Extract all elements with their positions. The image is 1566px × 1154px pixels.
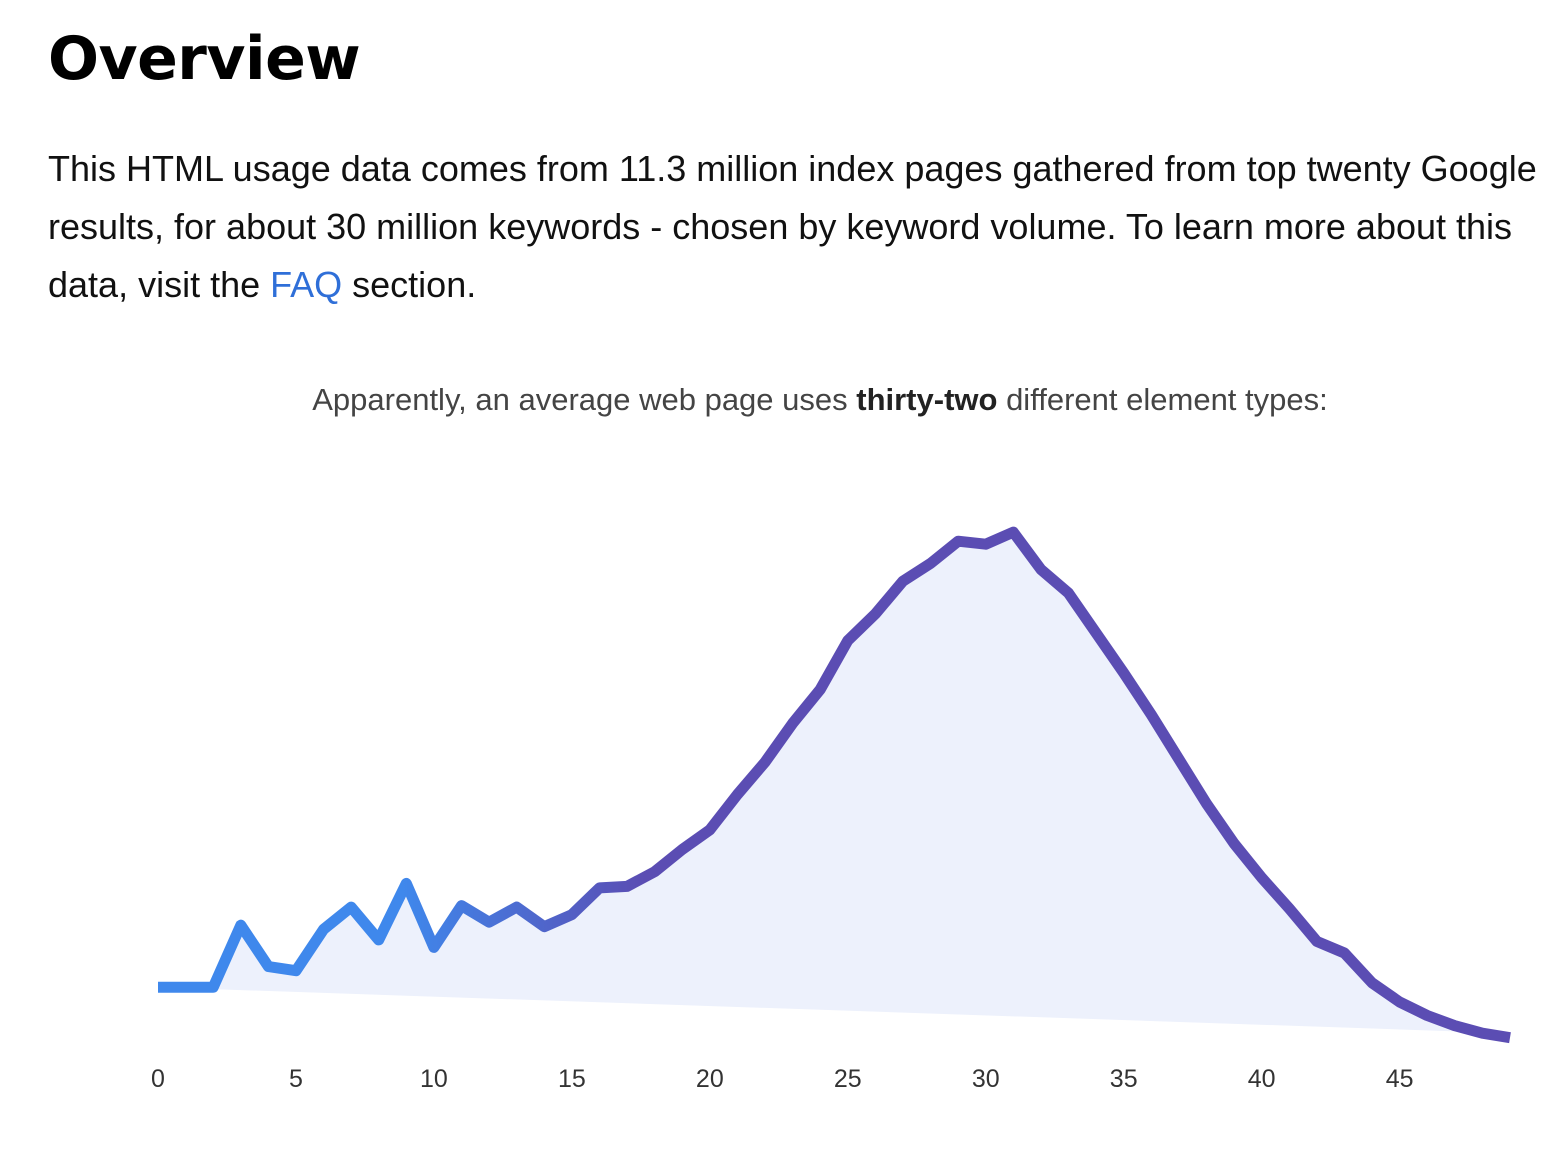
intro-text-end: section. bbox=[342, 264, 477, 305]
page-title: Overview bbox=[48, 24, 361, 94]
x-tick-label: 10 bbox=[420, 1065, 448, 1093]
chart-caption: Apparently, an average web page uses thi… bbox=[0, 382, 1566, 418]
x-tick-label: 40 bbox=[1248, 1065, 1276, 1093]
x-tick-label: 45 bbox=[1386, 1065, 1414, 1093]
chart-area-fill bbox=[158, 532, 1510, 1038]
x-tick-label: 30 bbox=[972, 1065, 1000, 1093]
x-tick-label: 5 bbox=[289, 1065, 303, 1093]
intro-text: This HTML usage data comes from 11.3 mil… bbox=[48, 148, 1537, 305]
x-tick-label: 20 bbox=[696, 1065, 724, 1093]
x-tick-label: 0 bbox=[151, 1065, 165, 1093]
intro-paragraph: This HTML usage data comes from 11.3 mil… bbox=[48, 140, 1558, 314]
x-tick-label: 35 bbox=[1110, 1065, 1138, 1093]
caption-text: Apparently, an average web page uses bbox=[312, 382, 857, 417]
caption-text-end: different element types: bbox=[997, 382, 1328, 417]
faq-link[interactable]: FAQ bbox=[270, 264, 343, 305]
x-axis-ticks: 0 5 10 15 20 25 30 35 40 45 bbox=[151, 1065, 1413, 1093]
x-tick-label: 25 bbox=[834, 1065, 862, 1093]
element-types-chart: 0 5 10 15 20 25 30 35 40 45 bbox=[151, 526, 1511, 1093]
x-tick-label: 15 bbox=[558, 1065, 586, 1093]
caption-emphasis: thirty-two bbox=[856, 382, 998, 417]
chart-series-line bbox=[158, 526, 1511, 1044]
